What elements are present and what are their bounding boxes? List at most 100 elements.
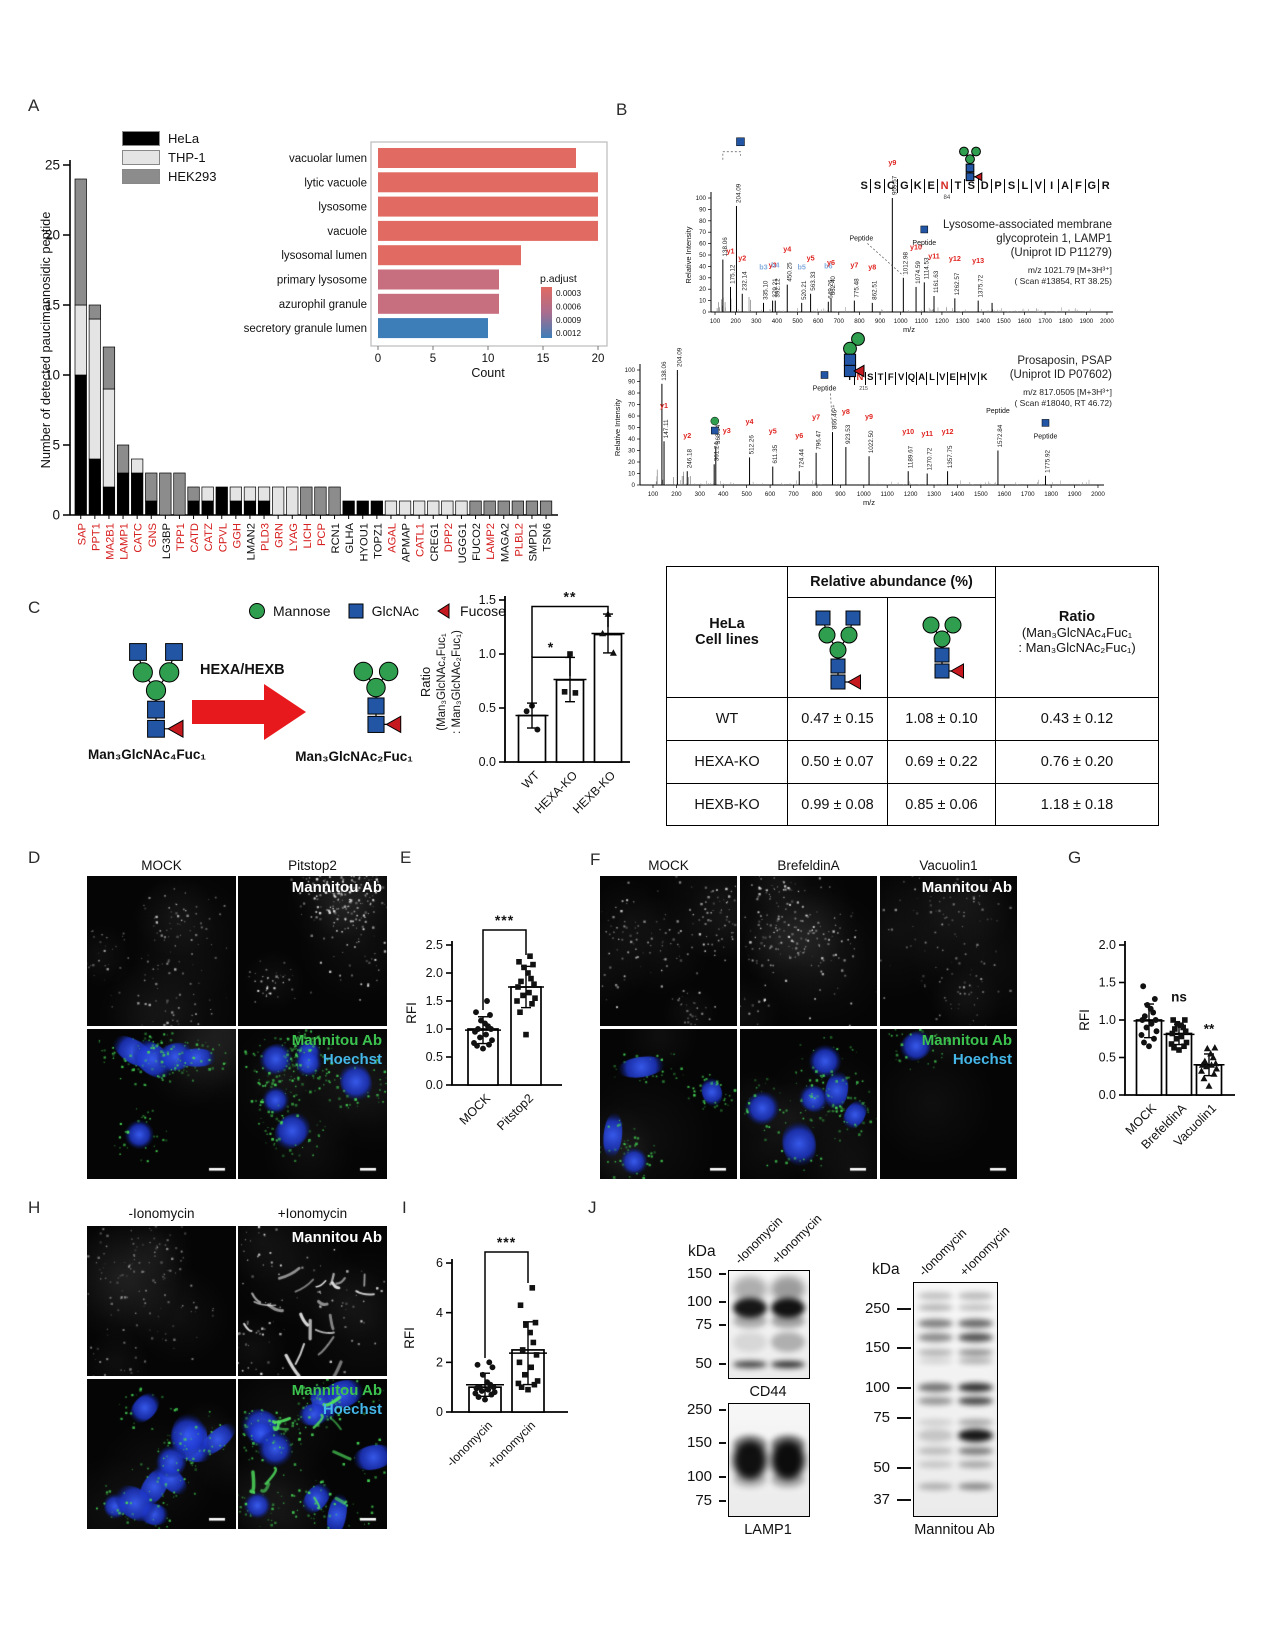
table-row-hexa-ko: HEXA-KO 0.50 ± 0.07 0.69 ± 0.22 0.76 ± 0.2… xyxy=(666,740,1160,784)
glycosite-number: 84 xyxy=(943,195,951,201)
x-tick-label: 400 xyxy=(772,318,783,325)
mannose-icon xyxy=(971,146,981,157)
data-point xyxy=(1181,1043,1187,1050)
x-tick-label: 1700 xyxy=(1021,491,1035,498)
data-point xyxy=(527,1329,533,1336)
x-tick-label: 1400 xyxy=(976,318,990,325)
bar-segment-CATC-HeLa xyxy=(131,472,144,516)
fucose-icon xyxy=(973,172,983,182)
peak-value-label: 512.26 xyxy=(749,435,756,455)
data-point xyxy=(476,1384,483,1391)
x-tick-label: 1800 xyxy=(1059,318,1073,325)
table-row-wt: WT 0.47 ± 0.15 1.08 ± 0.10 0.43 ± 0.12 xyxy=(666,697,1160,741)
peak-value-label: 724.44 xyxy=(798,448,805,468)
legend-label: HeLa xyxy=(168,131,200,146)
y-tick-label: 100 xyxy=(696,195,707,202)
gene-label-CREG1: CREG1 xyxy=(429,523,441,562)
ion-label-b4: b4 xyxy=(771,260,779,269)
peak-value-label: 649.26 xyxy=(828,279,835,299)
panel-label-c: C xyxy=(28,598,41,617)
bar-segment-CATC-THP-1 xyxy=(131,458,144,474)
peptide-tag: Peptide xyxy=(849,235,873,242)
mannose-icon xyxy=(829,641,846,659)
x-tick-label: 400 xyxy=(718,491,729,498)
mannose-icon xyxy=(366,677,386,698)
ion-label-y9: y9 xyxy=(865,412,873,421)
padjust-tick-label: 0.0009 xyxy=(556,316,581,325)
legend-label: HEK293 xyxy=(168,169,217,184)
psap-protein-info: Prosaposin, PSAP (Uniprot ID P07602) m/z… xyxy=(880,354,1112,408)
padjust-gradient-bar xyxy=(541,287,552,338)
panel-d-image-gray-MOCK xyxy=(87,876,236,1026)
data-point xyxy=(475,1026,481,1032)
micrograph-canvas xyxy=(238,876,387,1026)
bar-segment-PCP-HEK293 xyxy=(314,486,327,516)
data-point xyxy=(1143,1024,1150,1031)
data-point xyxy=(1200,1074,1208,1082)
blot-band xyxy=(957,1483,993,1491)
peak-value-label: 923.53 xyxy=(845,424,852,444)
mannose-icon xyxy=(159,662,180,683)
blot-band xyxy=(918,1333,953,1343)
blot-band xyxy=(957,1396,993,1405)
gene-label-LICH: LICH xyxy=(302,523,314,549)
bar-segment-CATL1-THP-1 xyxy=(413,500,426,516)
y-tick-label: 0 xyxy=(52,508,60,523)
data-point xyxy=(1198,1061,1206,1068)
bracket xyxy=(722,151,741,160)
legend-label: GlcNAc xyxy=(371,603,420,619)
gene-label-TPP1: TPP1 xyxy=(175,523,187,551)
residue-K: K xyxy=(912,179,925,193)
y-tick-label: 50 xyxy=(628,425,635,432)
data-point xyxy=(486,1041,492,1048)
blot-band xyxy=(733,1361,767,1369)
bar-segment-LAMP2-HEK293 xyxy=(483,500,496,516)
psap-peptide-sequence: T N 215 S T F V Q A L V E H V K xyxy=(845,372,989,392)
annotation-**: ** xyxy=(1204,1022,1215,1037)
glcnac-icon xyxy=(1041,419,1050,427)
x-tick-label: 15 xyxy=(537,353,550,365)
blot-band xyxy=(957,1333,993,1343)
bar-segment-HYOU1-HeLa xyxy=(356,500,369,516)
marker-tick xyxy=(897,1307,911,1310)
bar-HEXB-KO xyxy=(593,633,623,763)
bar-segment-PLBL2-HEK293 xyxy=(511,500,524,516)
marker-tick xyxy=(719,1323,726,1326)
circle xyxy=(249,603,265,619)
data-point xyxy=(1198,1067,1205,1074)
thp1-swatch xyxy=(122,150,160,165)
micrograph-canvas xyxy=(238,1029,387,1179)
stain-label-mannitou-ab: Mannitou Ab xyxy=(291,1382,382,1399)
bar-segment-LMAN2-THP-1 xyxy=(243,486,257,502)
y-tick-label: 0 xyxy=(703,309,707,316)
ion-label-y7: y7 xyxy=(812,413,820,422)
ion-label-y7: y7 xyxy=(850,260,858,269)
marker-label-50: 50 xyxy=(873,1459,890,1477)
data-point xyxy=(1140,983,1147,990)
data-point xyxy=(1210,1070,1218,1077)
bar-segment-PLD3-THP-1 xyxy=(257,486,271,502)
gene-label-CATZ: CATZ xyxy=(203,523,215,552)
sig-label: * xyxy=(548,639,554,655)
glcnac-icon xyxy=(711,426,719,435)
y-tick-label: 1.0 xyxy=(1099,1013,1116,1027)
marker-label-150: 150 xyxy=(686,1264,712,1282)
sig-bracket xyxy=(531,656,571,708)
x-tick-label: 1800 xyxy=(1044,491,1058,498)
ion-label-y1: y1 xyxy=(726,247,734,256)
y-tick-label: 40 xyxy=(628,436,635,443)
residue-R: R xyxy=(1101,180,1110,192)
marker-label-150: 150 xyxy=(686,1433,712,1451)
go-category-label: vacuolar lumen xyxy=(289,153,367,165)
data-point xyxy=(1176,1047,1182,1053)
residue-H: H xyxy=(958,372,969,385)
data-point xyxy=(530,1339,537,1346)
sig-bracket xyxy=(531,605,609,657)
panel-f-image-merge-MOCK xyxy=(600,1029,737,1179)
marker-tick xyxy=(719,1301,726,1304)
gene-label-AGAL: AGAL xyxy=(386,523,398,553)
micrograph-canvas xyxy=(238,1379,387,1529)
x-tick-label: 1300 xyxy=(956,318,970,325)
blot-band xyxy=(918,1483,953,1491)
